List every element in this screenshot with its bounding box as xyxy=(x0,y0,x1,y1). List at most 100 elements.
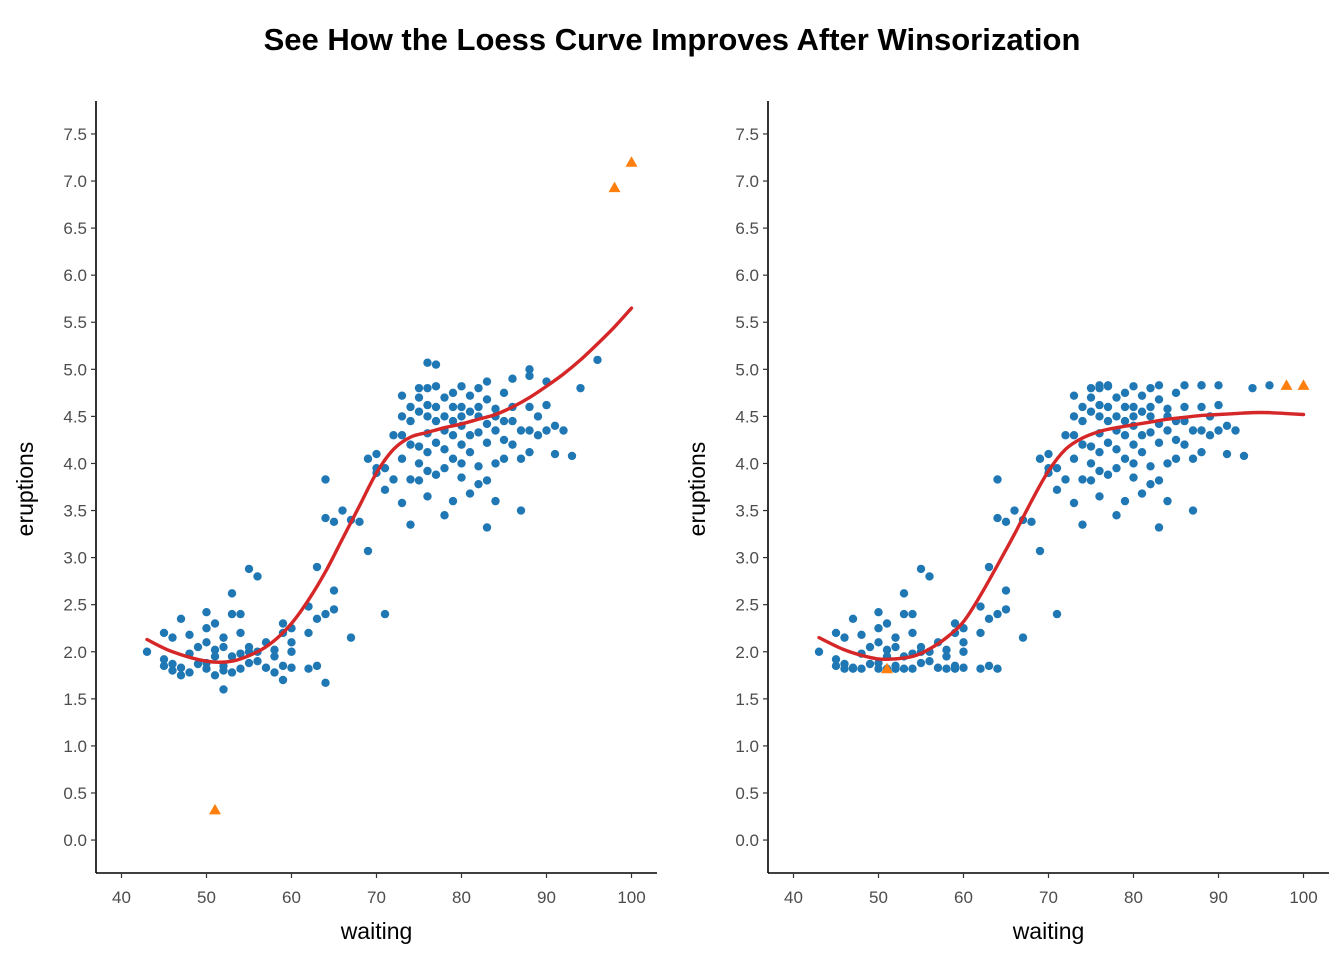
y-tick-label: 1.5 xyxy=(735,690,759,709)
data-point xyxy=(227,609,237,619)
data-point xyxy=(1222,449,1232,459)
data-point xyxy=(414,383,424,393)
data-point xyxy=(397,431,407,440)
data-point xyxy=(891,642,900,652)
data-point xyxy=(1095,466,1104,476)
data-point xyxy=(491,496,500,506)
data-point xyxy=(159,628,169,638)
data-point xyxy=(423,466,432,476)
x-tick-label: 40 xyxy=(784,888,803,907)
data-point xyxy=(431,402,441,412)
data-point xyxy=(236,628,245,638)
data-point xyxy=(397,454,407,463)
data-point xyxy=(168,666,177,675)
data-point xyxy=(1086,383,1096,393)
data-point xyxy=(244,642,254,652)
y-axis-title: eruptions xyxy=(684,442,710,537)
data-point xyxy=(312,562,322,572)
data-point xyxy=(423,383,432,393)
data-point xyxy=(1027,517,1036,527)
data-point xyxy=(1120,431,1130,440)
data-point xyxy=(1171,454,1181,463)
y-tick-label: 6.0 xyxy=(63,266,87,285)
data-point xyxy=(202,608,211,617)
data-point xyxy=(508,416,517,426)
data-point xyxy=(1222,421,1232,431)
data-point xyxy=(525,426,534,435)
data-point xyxy=(933,663,943,672)
y-tick-label: 4.5 xyxy=(735,407,759,426)
y-tick-label: 6.5 xyxy=(735,219,759,238)
data-point xyxy=(508,374,517,383)
data-point xyxy=(440,511,449,520)
data-point xyxy=(397,498,407,508)
data-point xyxy=(1120,496,1130,506)
data-point xyxy=(329,605,339,614)
y-tick-label: 2.5 xyxy=(735,596,759,615)
x-tick-label: 90 xyxy=(537,888,556,907)
data-point xyxy=(491,404,500,414)
data-point xyxy=(1197,402,1206,412)
data-point xyxy=(891,633,900,642)
data-point xyxy=(414,393,424,402)
data-point xyxy=(491,459,500,468)
data-point xyxy=(1112,463,1121,473)
data-point xyxy=(1146,428,1155,437)
x-tick-label: 80 xyxy=(1124,888,1143,907)
data-point xyxy=(236,649,245,658)
data-point xyxy=(593,355,602,365)
data-point xyxy=(1086,442,1096,451)
data-point xyxy=(278,619,288,628)
data-point xyxy=(976,602,985,611)
data-point xyxy=(1052,463,1062,473)
y-tick-label: 3.0 xyxy=(63,549,87,568)
data-point xyxy=(1129,412,1138,421)
data-point xyxy=(1137,431,1147,440)
data-point xyxy=(1146,402,1155,412)
data-point xyxy=(159,661,169,671)
data-point xyxy=(142,647,152,656)
data-point xyxy=(525,365,534,374)
data-point xyxy=(482,395,492,404)
data-point xyxy=(474,479,483,489)
data-point xyxy=(440,393,449,402)
data-point xyxy=(176,671,186,680)
y-tick-label: 7.0 xyxy=(735,172,759,191)
outlier-point xyxy=(625,156,638,167)
data-point xyxy=(1052,609,1062,619)
data-point xyxy=(1205,431,1215,440)
x-axis-title: waiting xyxy=(1012,918,1085,944)
outlier-point xyxy=(608,181,621,193)
data-point xyxy=(431,382,441,391)
data-point xyxy=(1197,447,1206,457)
data-point xyxy=(959,638,968,647)
data-point xyxy=(431,416,441,426)
data-point xyxy=(210,652,220,661)
data-point xyxy=(193,659,203,669)
y-tick-label: 1.5 xyxy=(63,690,87,709)
data-point xyxy=(1129,440,1138,449)
data-point xyxy=(423,400,432,410)
data-point xyxy=(916,642,926,652)
data-point xyxy=(423,412,432,421)
data-point xyxy=(814,647,824,656)
data-point xyxy=(219,642,228,652)
data-point xyxy=(465,407,475,416)
data-point xyxy=(1129,473,1138,482)
data-point xyxy=(397,391,407,400)
data-point xyxy=(304,628,313,638)
data-point xyxy=(550,449,560,459)
data-point xyxy=(236,609,245,619)
x-tick-label: 100 xyxy=(617,888,645,907)
data-point xyxy=(1078,440,1087,449)
y-tick-label: 4.0 xyxy=(735,454,759,473)
data-point xyxy=(329,517,339,527)
y-tick-label: 2.0 xyxy=(735,643,759,662)
data-point xyxy=(1086,459,1096,468)
data-point xyxy=(406,416,415,426)
data-point xyxy=(559,426,568,435)
data-point xyxy=(236,664,245,673)
data-point xyxy=(312,661,322,671)
data-point xyxy=(1044,449,1053,459)
